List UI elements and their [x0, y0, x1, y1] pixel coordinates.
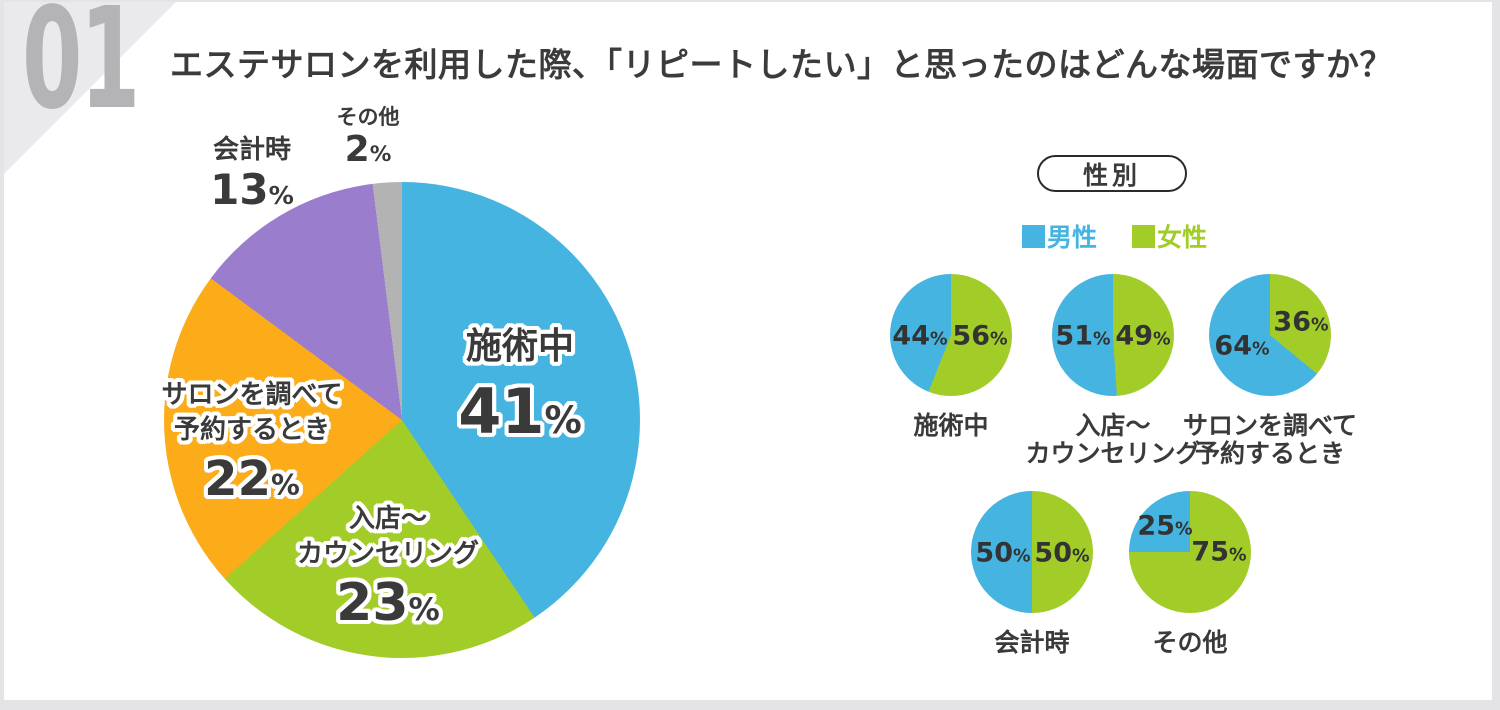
female-share-label: 56%: [952, 320, 1008, 352]
slice-label-entry-to-counseling: 入店～ カウンセリング 23%: [296, 504, 480, 634]
gender-pie-other: 25% 75% その他: [1129, 491, 1251, 656]
gender-pie-entry-to-counseling: 51% 49% 入店～ カウンセリング: [1025, 274, 1201, 467]
slice-value-entry-to-counseling: 23%: [336, 573, 440, 634]
legend-female-label: 女性: [1157, 223, 1208, 252]
percent-sign: %: [1311, 315, 1329, 336]
infographic-card: 01 エステサロンを利用した際、「リピートしたい」と思ったのはどんな場面ですか？…: [4, 0, 1492, 700]
percent-sign: %: [1175, 519, 1193, 540]
legend-female: 女性: [1132, 218, 1207, 254]
gender-pie-research-and-booking: 64% 36% サロンを調べて 予約するとき: [1183, 274, 1357, 467]
percent-sign: %: [1229, 545, 1247, 566]
slice-value-checkout: 13%: [210, 164, 294, 214]
percent-sign: %: [1013, 546, 1031, 567]
main-pie-chart: [164, 182, 640, 658]
male-swatch-icon: [1022, 224, 1045, 248]
gender-pie-category: その他: [1152, 628, 1228, 657]
gender-pie-entry-to-counseling-chart: [1052, 274, 1174, 396]
slice-value-research-and-booking: 22%: [204, 451, 300, 508]
percent-sign: %: [369, 142, 392, 168]
female-share-label: 50%: [1034, 537, 1090, 569]
gender-pie-research-and-booking-chart: [1209, 274, 1331, 396]
percent-sign: %: [1252, 339, 1270, 360]
female-swatch-icon: [1132, 224, 1155, 248]
percent-sign: %: [990, 329, 1008, 350]
percent-sign: %: [1093, 329, 1111, 350]
percent-sign: %: [268, 180, 294, 210]
slice-value-during-treatment: 41%: [458, 374, 582, 448]
female-share-label: 75%: [1191, 536, 1247, 568]
section-number: 01: [22, 0, 140, 141]
male-share-label: 50%: [975, 537, 1031, 569]
percent-sign: %: [270, 468, 300, 503]
percent-sign: %: [1072, 546, 1090, 567]
slice-label-checkout: 会計時 13%: [210, 135, 294, 214]
gender-pie-category: 入店～ カウンセリング: [1025, 411, 1201, 468]
gender-pie-during-treatment: 44% 56% 施術中: [890, 274, 1012, 439]
slice-label-during-treatment: 施術中 41%: [458, 326, 582, 448]
slice-label-other: その他 2%: [336, 105, 400, 171]
slice-value-other: 2%: [344, 129, 392, 171]
slice-label-research-and-booking: サロンを調べて 予約するとき 22%: [161, 380, 343, 508]
gender-pie-other-chart: [1129, 491, 1251, 613]
gender-pie-category: サロンを調べて 予約するとき: [1182, 411, 1358, 468]
female-share-label: 49%: [1115, 320, 1171, 352]
female-share-label: 36%: [1273, 306, 1329, 338]
percent-sign: %: [544, 397, 582, 442]
male-share-label: 64%: [1214, 330, 1270, 362]
male-share-label: 44%: [892, 320, 948, 352]
percent-sign: %: [1153, 329, 1171, 350]
male-share-label: 25%: [1137, 510, 1193, 542]
legend-male-label: 男性: [1047, 223, 1098, 252]
gender-pie-category: 施術中: [913, 411, 989, 440]
page-title: エステサロンを利用した際、「リピートしたい」と思ったのはどんな場面ですか？: [170, 45, 1393, 84]
percent-sign: %: [930, 329, 948, 350]
gender-heading: 性別: [1037, 155, 1187, 192]
percent-sign: %: [408, 592, 440, 629]
gender-pie-checkout-chart: [971, 491, 1093, 613]
male-share-label: 51%: [1055, 320, 1111, 352]
gender-pie-during-treatment-chart: [890, 274, 1012, 396]
gender-pie-category: 会計時: [994, 628, 1070, 657]
gender-pie-checkout: 50% 50% 会計時: [971, 491, 1093, 656]
legend-male: 男性: [1022, 218, 1097, 254]
